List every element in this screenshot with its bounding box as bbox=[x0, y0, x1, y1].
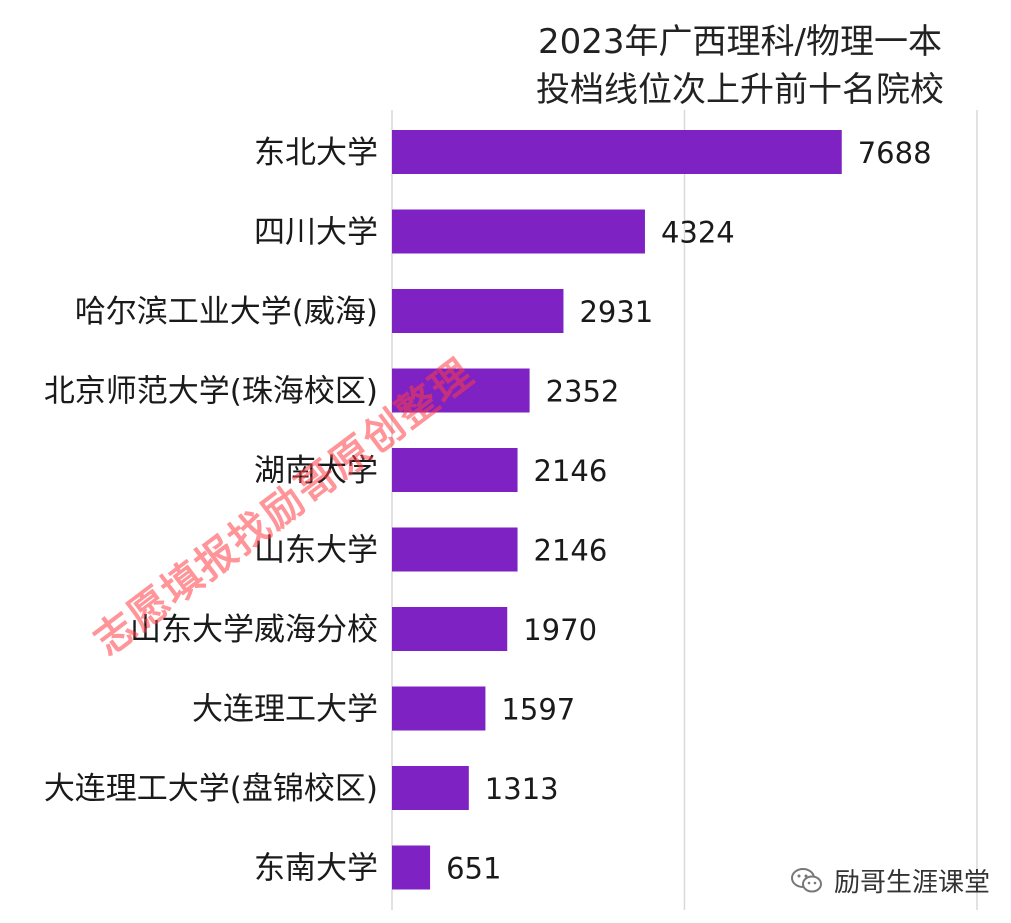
bar bbox=[392, 289, 564, 333]
bar bbox=[392, 686, 486, 731]
value-label: 1970 bbox=[523, 613, 597, 647]
bar bbox=[392, 766, 469, 810]
brand-name: 励哥生涯课堂 bbox=[834, 868, 991, 898]
category-label: 东南大学 bbox=[254, 851, 378, 887]
category-label: 山东大学 bbox=[254, 533, 378, 569]
bar bbox=[392, 845, 431, 890]
category-label: 大连理工大学(盘锦校区) bbox=[44, 771, 378, 807]
bar bbox=[392, 448, 518, 492]
value-label: 2931 bbox=[579, 295, 653, 329]
value-label: 7688 bbox=[858, 136, 932, 170]
value-label: 2146 bbox=[534, 534, 608, 568]
value-label: 1597 bbox=[501, 693, 575, 727]
category-label: 东北大学 bbox=[254, 135, 378, 171]
value-label: 2352 bbox=[546, 375, 620, 409]
bar bbox=[392, 607, 508, 651]
bar bbox=[392, 130, 842, 174]
chart-title: 2023年广西理科/物理一本 投档线位次上升前十名院校 bbox=[460, 18, 1011, 114]
category-label: 山东大学威海分校 bbox=[130, 612, 378, 648]
wechat-icon bbox=[791, 867, 822, 892]
category-label: 哈尔滨工业大学(威海) bbox=[75, 294, 378, 330]
category-label: 四川大学 bbox=[254, 215, 378, 251]
chart-title-line-2: 投档线位次上升前十名院校 bbox=[536, 70, 944, 110]
bar bbox=[392, 209, 645, 254]
category-label: 湖南大学 bbox=[254, 453, 378, 489]
brand-badge: 励哥生涯课堂 bbox=[790, 862, 990, 899]
value-label: 651 bbox=[446, 852, 501, 886]
chart-title-line-1: 2023年广西理科/物理一本 bbox=[538, 22, 942, 62]
value-label: 2146 bbox=[534, 454, 608, 488]
category-label: 大连理工大学 bbox=[192, 692, 378, 728]
value-label: 1313 bbox=[485, 772, 559, 806]
category-label: 北京师范大学(珠海校区) bbox=[44, 374, 378, 410]
bar bbox=[392, 368, 530, 413]
bar bbox=[392, 527, 518, 572]
value-label: 4324 bbox=[661, 216, 735, 250]
